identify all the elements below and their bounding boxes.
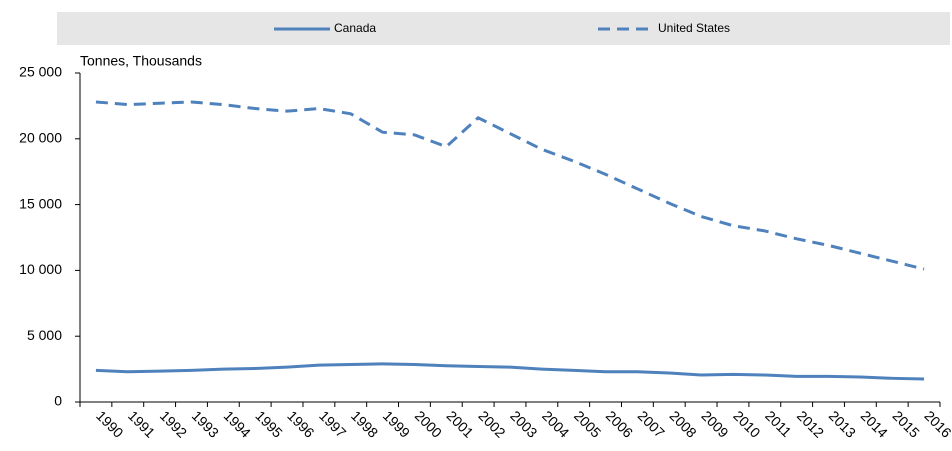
x-tick-label: 1991: [125, 407, 158, 440]
x-tick-label: 1996: [284, 407, 317, 440]
x-tick-label: 2001: [444, 407, 477, 440]
x-tick-label: 1994: [221, 407, 254, 440]
y-tick-label: 25 000: [19, 64, 62, 80]
y-tick-label: 20 000: [19, 130, 62, 146]
legend-label: United States: [658, 21, 730, 35]
x-tick-label: 2014: [858, 407, 891, 440]
x-tick-label: 1990: [93, 407, 126, 440]
x-tick-label: 2004: [539, 407, 572, 440]
x-tick-label: 2010: [730, 407, 763, 440]
line-series: [95, 100, 925, 271]
x-tick-label: 2007: [635, 407, 668, 440]
x-tick-label: 2016: [921, 407, 952, 440]
y-tick-label: 15 000: [19, 195, 62, 211]
y-axis-label: Tonnes, Thousands: [80, 53, 202, 69]
x-tick-label: 2008: [667, 407, 700, 440]
x-tick-label: 1997: [316, 407, 349, 440]
y-tick-label: 10 000: [19, 261, 62, 277]
x-tick-label: 1993: [189, 407, 222, 440]
x-tick-label: 2015: [889, 407, 922, 440]
y-tick-label: 0: [54, 393, 62, 409]
x-tick-label: 2013: [826, 407, 859, 440]
x-tick-label: 2011: [762, 407, 795, 440]
x-tick-label: 2012: [794, 407, 827, 440]
x-tick-label: 2000: [412, 407, 445, 440]
x-tick-label: 1999: [380, 407, 413, 440]
x-tick-label: 2003: [507, 407, 540, 440]
line-series: [95, 362, 925, 381]
x-tick-label: 2005: [571, 407, 604, 440]
y-tick-label: 5 000: [27, 327, 62, 343]
x-tick-label: 1992: [157, 407, 190, 440]
x-tick-label: 2002: [475, 407, 508, 440]
x-tick-label: 2009: [698, 407, 731, 440]
legend-band: [57, 12, 950, 45]
x-tick-label: 1998: [348, 407, 381, 440]
legend-label: Canada: [334, 21, 376, 35]
x-tick-label: 2006: [603, 407, 636, 440]
x-tick-label: 1995: [252, 407, 285, 440]
